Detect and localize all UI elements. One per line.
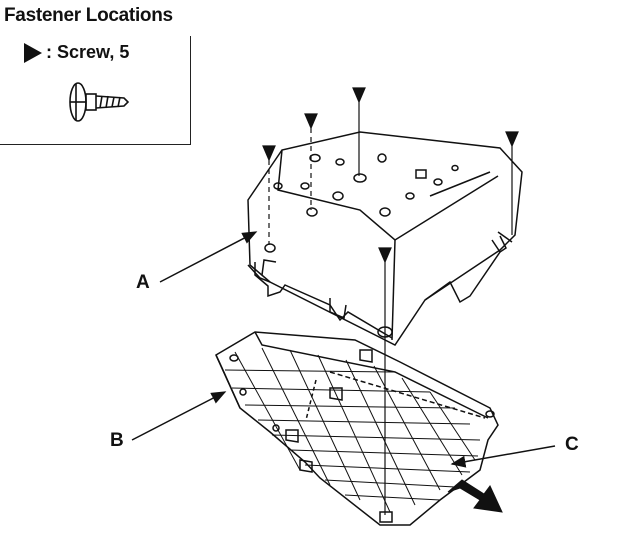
callout-c: C (565, 434, 579, 455)
legend-screw-label: : Screw, 5 (46, 42, 130, 62)
screw-markers (262, 87, 519, 515)
direction-arrow-icon (447, 479, 503, 513)
upper-cover-part-a (247, 131, 523, 346)
lower-tray-part-b (215, 331, 499, 526)
callout-b: B (110, 430, 124, 451)
fastener-legend: : Screw, 5 (0, 36, 191, 145)
callout-leaders (131, 231, 556, 468)
page-title: Fastener Locations (4, 5, 173, 26)
legend-screw-row: : Screw, 5 (24, 42, 129, 63)
triangle-marker-icon (24, 42, 42, 63)
screw-icon (69, 82, 130, 122)
callout-a: A (136, 272, 150, 293)
